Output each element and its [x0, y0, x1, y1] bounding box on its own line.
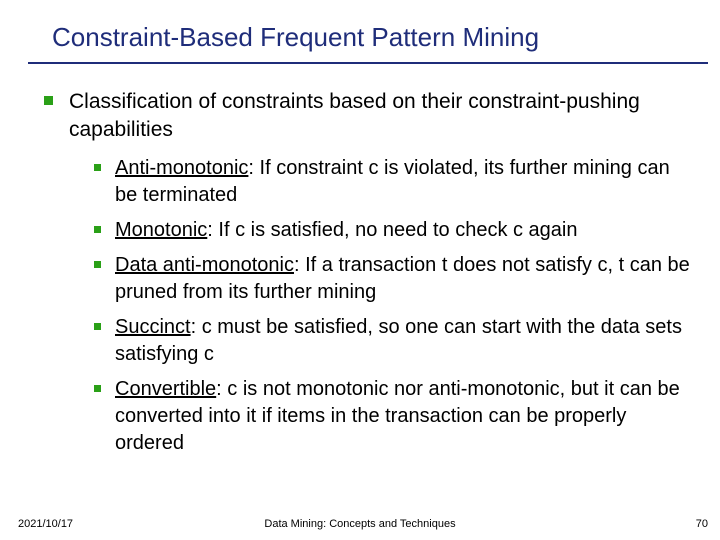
square-bullet-icon: [94, 385, 101, 392]
list-item: Succinct: c must be satisfied, so one ca…: [94, 314, 690, 368]
square-bullet-icon: [94, 226, 101, 233]
square-bullet-icon: [94, 164, 101, 171]
list-item: Data anti-monotonic: If a transaction t …: [94, 252, 690, 306]
square-bullet-icon: [44, 96, 53, 105]
lvl2-text: Succinct: c must be satisfied, so one ca…: [115, 314, 690, 368]
term: Data anti-monotonic: [115, 254, 294, 276]
footer-page: 70: [696, 518, 708, 530]
rest: : If c is satisfied, no need to check c …: [207, 219, 577, 241]
footer: 2021/10/17 Data Mining: Concepts and Tec…: [0, 510, 720, 530]
bullet-lvl1: Classification of constraints based on t…: [44, 88, 690, 145]
lvl2-text: Data anti-monotonic: If a transaction t …: [115, 252, 690, 306]
lvl2-text: Convertible: c is not monotonic nor anti…: [115, 376, 690, 457]
lvl1-text: Classification of constraints based on t…: [69, 88, 690, 145]
lvl2-text: Anti-monotonic: If constraint c is viola…: [115, 155, 690, 209]
slide-body: Classification of constraints based on t…: [44, 88, 690, 465]
term: Convertible: [115, 378, 216, 400]
list-item: Convertible: c is not monotonic nor anti…: [94, 376, 690, 457]
square-bullet-icon: [94, 261, 101, 268]
slide: Constraint-Based Frequent Pattern Mining…: [0, 0, 720, 540]
footer-center: Data Mining: Concepts and Techniques: [0, 518, 720, 530]
square-bullet-icon: [94, 323, 101, 330]
term: Monotonic: [115, 219, 207, 241]
term: Succinct: [115, 316, 191, 338]
list-item: Monotonic: If c is satisfied, no need to…: [94, 217, 690, 244]
list-item: Anti-monotonic: If constraint c is viola…: [94, 155, 690, 209]
rest: : c must be satisfied, so one can start …: [115, 316, 682, 365]
term: Anti-monotonic: [115, 157, 248, 179]
title-rule: [28, 62, 708, 64]
lvl2-text: Monotonic: If c is satisfied, no need to…: [115, 217, 578, 244]
slide-title: Constraint-Based Frequent Pattern Mining: [28, 18, 692, 63]
sub-list: Anti-monotonic: If constraint c is viola…: [94, 155, 690, 457]
